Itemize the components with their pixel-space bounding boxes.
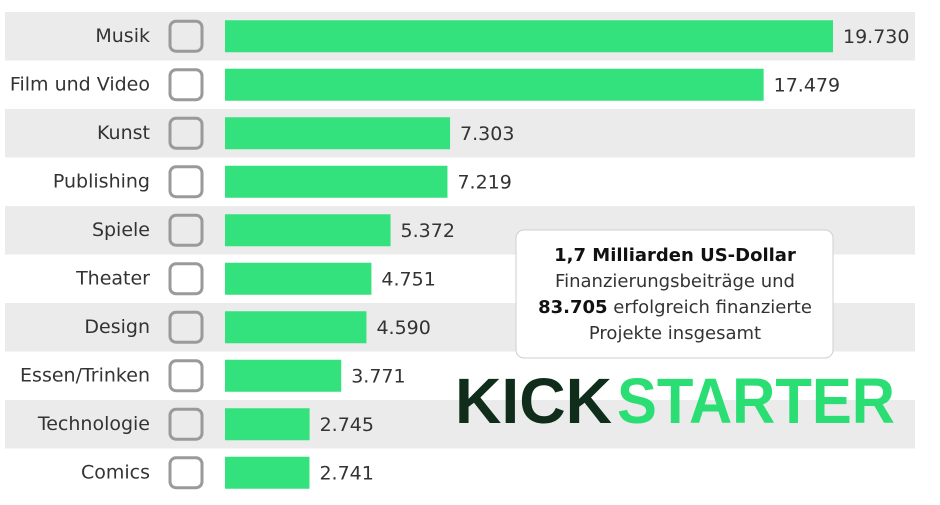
category-label: Essen/Trinken — [20, 364, 150, 386]
annotation-heading: 1,7 Milliarden US-Dollar — [554, 245, 796, 266]
logo-dark: KICK — [455, 365, 612, 437]
category-label: Kunst — [97, 122, 150, 144]
category-icon — [168, 310, 204, 344]
value-label: 3.771 — [351, 365, 405, 387]
annotation-frame — [515, 229, 834, 359]
category-icon — [168, 68, 204, 102]
value-label: 19.730 — [843, 26, 909, 48]
row-background — [5, 109, 915, 158]
value-label: 7.303 — [460, 123, 514, 145]
row-background — [5, 400, 915, 449]
value-label: 5.372 — [401, 220, 455, 242]
logo: KICK STARTER — [455, 365, 895, 437]
category-label: Musik — [95, 25, 150, 47]
bar — [225, 311, 367, 344]
category-label: Theater — [75, 267, 150, 289]
category-label: Design — [84, 316, 150, 338]
value-label: 2.741 — [319, 462, 373, 484]
rows: Musik 19.730 Film und Video 17.479 Kunst 7.30… — [5, 12, 915, 490]
annotation-line: Finanzierungsbeiträge und — [555, 271, 795, 292]
bar — [225, 456, 310, 489]
bar — [225, 359, 342, 392]
annotation-line: Projekte insgesamt — [589, 323, 761, 344]
category-label: Technologie — [37, 413, 150, 435]
category-icon — [168, 19, 204, 53]
category-label: Comics — [81, 461, 150, 483]
bar — [225, 117, 451, 150]
bar — [225, 214, 391, 247]
annotation-line: erfolgreich finanzierte — [613, 297, 812, 318]
bar — [225, 262, 372, 295]
value-label: 4.590 — [376, 317, 430, 339]
annotation-count: 83.705 — [538, 297, 607, 318]
category-icon — [168, 165, 204, 199]
value-label: 7.219 — [457, 171, 511, 193]
bar — [225, 20, 833, 53]
category-icon — [168, 213, 204, 247]
value-label: 2.745 — [320, 414, 374, 436]
annotation-line: 83.705 erfolgreich finanzierte — [538, 297, 812, 318]
category-icon — [168, 262, 204, 296]
annotation-box: 1,7 Milliarden US-Dollar Finanzierungsbe… — [515, 229, 834, 359]
category-label: Publishing — [53, 170, 150, 192]
bar — [225, 408, 310, 441]
bar — [225, 165, 448, 198]
category-icon — [168, 456, 204, 490]
category-icon — [168, 116, 204, 150]
category-label: Spiele — [92, 219, 150, 241]
category-icon — [168, 407, 204, 441]
value-label: 17.479 — [774, 74, 840, 96]
category-icon — [168, 359, 204, 393]
value-label: 4.751 — [381, 268, 435, 290]
logo-green: STARTER — [617, 365, 895, 437]
category-label: Film und Video — [10, 73, 150, 95]
bar — [225, 68, 764, 101]
